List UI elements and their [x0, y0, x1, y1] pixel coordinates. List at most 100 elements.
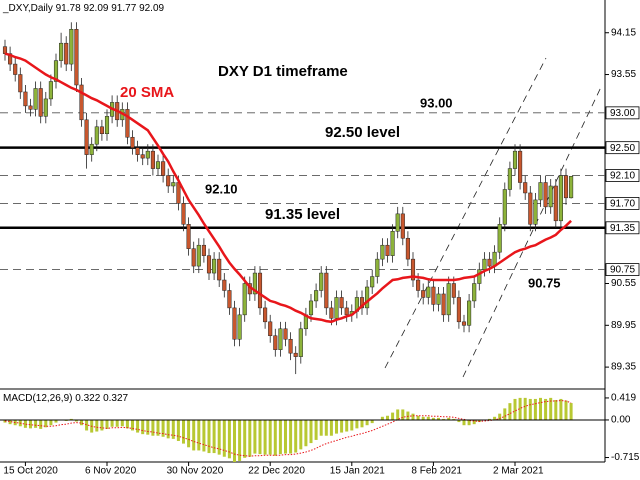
macd-bar — [258, 419, 262, 455]
macd-bar — [406, 411, 410, 420]
macd-bar — [324, 419, 328, 436]
macd-bar — [554, 399, 558, 420]
macd-bar — [452, 418, 456, 420]
macd-bar — [105, 419, 109, 429]
candle-body — [339, 297, 344, 309]
macd-bar — [187, 419, 191, 448]
macd-bar — [171, 419, 175, 439]
macd-bar — [539, 397, 542, 420]
macd-bar — [319, 419, 323, 436]
candle-body — [543, 182, 548, 208]
macd-bar — [421, 416, 425, 420]
macd-bar — [49, 419, 53, 426]
candle-body — [206, 255, 212, 274]
annotation: DXY D1 timeframe — [218, 63, 348, 80]
candle-body — [538, 182, 543, 201]
macd-signal — [4, 399, 572, 457]
macd-bar — [518, 397, 522, 420]
macd-bar — [289, 419, 293, 454]
candle-body — [196, 244, 201, 267]
macd-bar — [166, 419, 170, 439]
candle-body — [395, 213, 400, 232]
macd-bar — [523, 397, 527, 420]
candle-body — [74, 29, 79, 86]
candle-body — [446, 283, 451, 316]
candle-body — [212, 258, 217, 274]
candle-body — [59, 42, 64, 61]
candle-body — [181, 203, 186, 225]
macd-bar — [263, 419, 267, 455]
macd-bar — [559, 398, 563, 420]
level-box — [605, 106, 640, 120]
macd-bar — [110, 419, 114, 427]
macd-bar — [176, 419, 180, 441]
candle-body — [89, 143, 94, 155]
y-tick-label: 93.55 — [611, 69, 636, 80]
x-tick-label: 15 Jan 2021 — [330, 466, 385, 477]
annotation: 91.35 level — [265, 206, 340, 223]
candle-body — [528, 192, 533, 225]
level-annotation: 93.00 — [420, 95, 453, 110]
macd-bar — [304, 419, 308, 447]
candle-body — [23, 91, 28, 107]
macd-bar — [80, 419, 83, 426]
candle-body — [558, 175, 563, 222]
candle-body — [308, 300, 314, 316]
candle-body — [217, 258, 222, 281]
x-tick-label: 15 Oct 2020 — [3, 466, 58, 477]
candle-body — [553, 185, 558, 222]
macd-bar — [44, 419, 48, 428]
macd-bar — [498, 413, 502, 420]
candle-body — [365, 286, 370, 309]
macd-bar — [503, 408, 507, 420]
candle-body — [237, 314, 242, 340]
candle-body — [155, 161, 161, 169]
macd-bar — [447, 417, 451, 420]
macd-bar — [329, 419, 333, 436]
macd-bar — [120, 419, 124, 427]
candle-body — [518, 150, 523, 183]
macd-bar — [314, 419, 318, 440]
macd-bar — [488, 418, 491, 420]
macd-bar — [85, 419, 89, 431]
candle-body — [293, 352, 298, 357]
macd-bar — [238, 419, 242, 461]
x-tick-label: 8 Feb 2021 — [411, 466, 462, 477]
macd-bar — [528, 398, 532, 420]
candle-body — [278, 328, 283, 350]
macd-bar — [508, 403, 512, 420]
candle-body — [161, 161, 166, 176]
candle-body — [176, 182, 181, 204]
macd-bar — [493, 416, 497, 420]
macd-bar — [233, 419, 236, 462]
candle-body — [171, 182, 176, 187]
candle-body — [28, 105, 33, 110]
macd-bar — [197, 419, 201, 451]
candle-body — [400, 213, 405, 239]
macd-header: MACD(12,26,9) 0.322 0.327 — [3, 393, 129, 404]
candle-body — [33, 88, 38, 110]
macd-bar — [64, 419, 68, 422]
macd-bar — [355, 419, 359, 429]
channel-line — [462, 84, 603, 378]
candle-body — [222, 279, 227, 291]
macd-bar — [74, 419, 78, 422]
candle-body — [145, 150, 150, 159]
macd-bar — [273, 419, 277, 456]
macd-bar — [192, 419, 196, 451]
candle-body — [380, 244, 385, 260]
candle-body — [140, 154, 145, 159]
level-label: 92.50 — [610, 143, 635, 154]
candle-body — [166, 175, 171, 187]
candle-body — [370, 276, 375, 288]
candle-body — [563, 175, 569, 199]
candle-body — [334, 297, 339, 319]
candle-body — [329, 307, 334, 319]
macd-bar — [131, 419, 134, 431]
macd-bar — [513, 398, 517, 420]
candle-body — [64, 42, 69, 65]
candle-body — [548, 185, 553, 208]
candle-body — [298, 328, 303, 357]
candle-body — [359, 297, 365, 309]
candle-body — [43, 98, 48, 117]
